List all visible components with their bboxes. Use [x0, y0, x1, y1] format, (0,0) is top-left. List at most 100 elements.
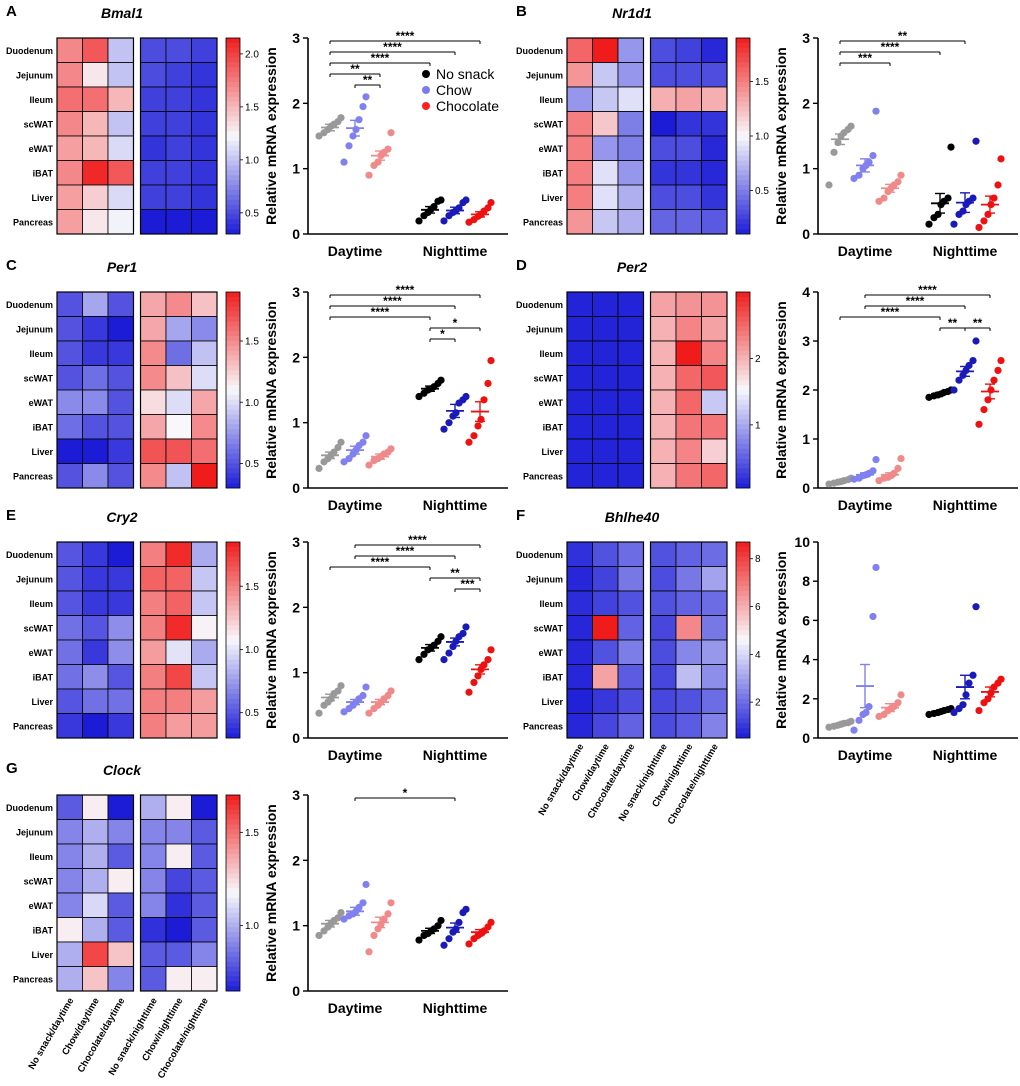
colorbar-step	[226, 419, 240, 425]
heatmap-cell	[56, 316, 83, 342]
y-tick-label: 1	[802, 431, 810, 447]
row-label: iBAT	[33, 925, 54, 935]
heatmap-cell	[107, 463, 134, 489]
colorbar-step	[226, 839, 240, 845]
colorbar-tick-label: 2.0	[245, 49, 259, 60]
data-point	[855, 716, 863, 724]
heatmap-cell	[56, 365, 83, 391]
heatmap-cell	[165, 184, 192, 210]
row-label: Duodenum	[6, 803, 53, 813]
colorbar-step	[736, 718, 750, 724]
heatmap-cell	[165, 160, 192, 186]
heatmap-cell	[165, 340, 192, 366]
heatmap-cell	[140, 843, 167, 869]
sig-label: **	[450, 566, 460, 580]
colorbar-step	[736, 640, 750, 646]
colorbar-step	[226, 87, 240, 93]
data-point	[437, 376, 445, 384]
heatmap-cell	[107, 316, 134, 342]
colorbar-tick-label: 1.5	[245, 582, 259, 593]
heatmap-cell	[107, 688, 134, 714]
sig-label: **	[898, 29, 908, 43]
colorbar-step	[226, 581, 240, 587]
row-label: eWAT	[29, 398, 54, 408]
heatmap-cell	[165, 86, 192, 112]
heatmap-cell	[140, 917, 167, 943]
row-label: Pancreas	[523, 217, 563, 227]
colorbar-step	[226, 175, 240, 181]
data-point	[362, 432, 370, 440]
heatmap-cell	[191, 541, 218, 567]
y-tick-label: 0	[802, 226, 810, 242]
heatmap-cell	[82, 463, 109, 489]
heatmap-cell	[675, 291, 702, 317]
colorbar-step	[226, 292, 240, 298]
colorbar-step	[226, 679, 240, 685]
heatmap-cell	[592, 316, 619, 342]
heatmap-cell	[675, 184, 702, 210]
colorbar-border	[735, 541, 751, 739]
heatmap-cell	[617, 688, 644, 714]
data-point	[365, 461, 373, 469]
heatmap-cell	[592, 160, 619, 186]
heatmap-cell	[617, 365, 644, 391]
heatmap-cell	[191, 892, 218, 918]
colorbar-step	[226, 140, 240, 147]
data-point	[484, 656, 492, 664]
sig-label: *	[453, 316, 458, 330]
row-label: scWAT	[24, 876, 54, 886]
heatmap-cell	[675, 590, 702, 616]
heatmap-cell	[701, 463, 728, 489]
column-label: No snack/daytime	[26, 996, 76, 1071]
heatmap-cell	[701, 62, 728, 88]
colorbar-step	[226, 659, 240, 665]
colorbar-tick-label: 6	[755, 602, 761, 613]
data-point	[440, 217, 448, 225]
heatmap-cell	[191, 941, 218, 967]
heatmap-cell	[82, 892, 109, 918]
x-group-label: Nighttime	[933, 497, 998, 513]
colorbar-step	[736, 385, 750, 391]
data-point	[437, 633, 445, 641]
sig-label: **	[350, 62, 360, 76]
heatmap-cell	[82, 291, 109, 317]
data-point	[487, 918, 495, 927]
heatmap-cell	[82, 590, 109, 616]
colorbar-step	[226, 394, 240, 401]
heatmap-border	[56, 794, 135, 992]
y-axis-label: Relative mRNA expression	[263, 47, 279, 225]
heatmap-cell	[701, 340, 728, 366]
heatmap-cell	[82, 794, 109, 820]
data-point	[980, 406, 988, 414]
heatmap-cell	[701, 365, 728, 391]
colorbar-step	[226, 863, 240, 869]
heatmap-cell	[675, 463, 702, 489]
heatmap-cell	[191, 62, 218, 88]
heatmap-cell	[566, 688, 593, 714]
colorbar-step	[226, 321, 240, 327]
colorbar-step	[736, 708, 750, 714]
data-point	[465, 688, 473, 696]
heatmap-cell	[592, 713, 619, 739]
heatmap-cell	[140, 414, 167, 440]
colorbar-step	[736, 698, 750, 704]
heatmap-cell	[566, 639, 593, 665]
y-tick-label: 2	[802, 95, 810, 111]
data-point	[459, 629, 467, 638]
heatmap-cell	[650, 340, 677, 366]
heatmap-cell	[617, 713, 644, 739]
heatmap-cell	[675, 62, 702, 88]
heatmap-cell	[107, 615, 134, 641]
heatmap-cell	[82, 160, 109, 186]
colorbar-step	[736, 409, 750, 415]
row-label: Pancreas	[13, 217, 53, 227]
data-point	[334, 687, 342, 695]
colorbar-step	[226, 848, 240, 855]
heatmap-cell	[140, 688, 167, 714]
colorbar-step	[736, 424, 750, 430]
heatmap-cell	[165, 713, 192, 739]
row-label: Liver	[541, 447, 563, 457]
heatmap-cell	[56, 62, 83, 88]
colorbar-step	[736, 458, 750, 464]
legend-label: Chow	[436, 82, 473, 98]
